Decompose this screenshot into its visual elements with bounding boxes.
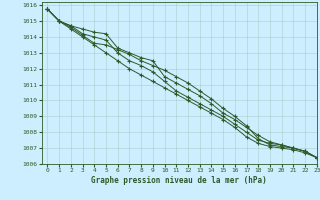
X-axis label: Graphe pression niveau de la mer (hPa): Graphe pression niveau de la mer (hPa) <box>91 176 267 185</box>
